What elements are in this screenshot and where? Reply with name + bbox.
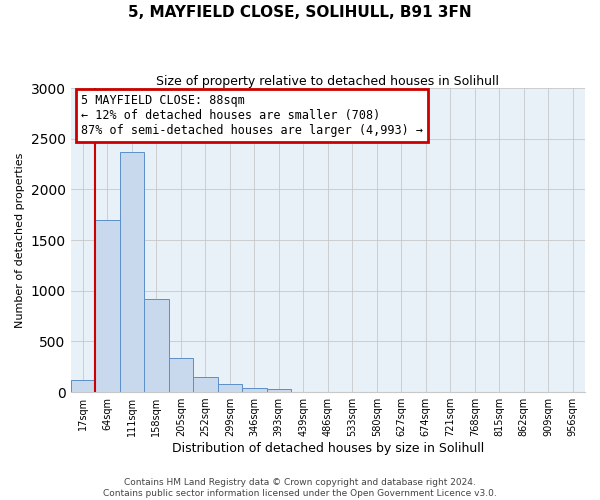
Bar bbox=[71, 380, 95, 392]
Y-axis label: Number of detached properties: Number of detached properties bbox=[15, 152, 25, 328]
Bar bbox=[144, 299, 169, 392]
Bar bbox=[169, 358, 193, 392]
Title: Size of property relative to detached houses in Solihull: Size of property relative to detached ho… bbox=[156, 75, 499, 88]
Bar bbox=[193, 377, 218, 392]
Text: Contains HM Land Registry data © Crown copyright and database right 2024.
Contai: Contains HM Land Registry data © Crown c… bbox=[103, 478, 497, 498]
Text: 5, MAYFIELD CLOSE, SOLIHULL, B91 3FN: 5, MAYFIELD CLOSE, SOLIHULL, B91 3FN bbox=[128, 5, 472, 20]
Bar bbox=[242, 388, 266, 392]
Bar bbox=[218, 384, 242, 392]
X-axis label: Distribution of detached houses by size in Solihull: Distribution of detached houses by size … bbox=[172, 442, 484, 455]
Bar bbox=[95, 220, 119, 392]
Bar bbox=[119, 152, 144, 392]
Text: 5 MAYFIELD CLOSE: 88sqm
← 12% of detached houses are smaller (708)
87% of semi-d: 5 MAYFIELD CLOSE: 88sqm ← 12% of detache… bbox=[81, 94, 423, 137]
Bar bbox=[266, 389, 291, 392]
